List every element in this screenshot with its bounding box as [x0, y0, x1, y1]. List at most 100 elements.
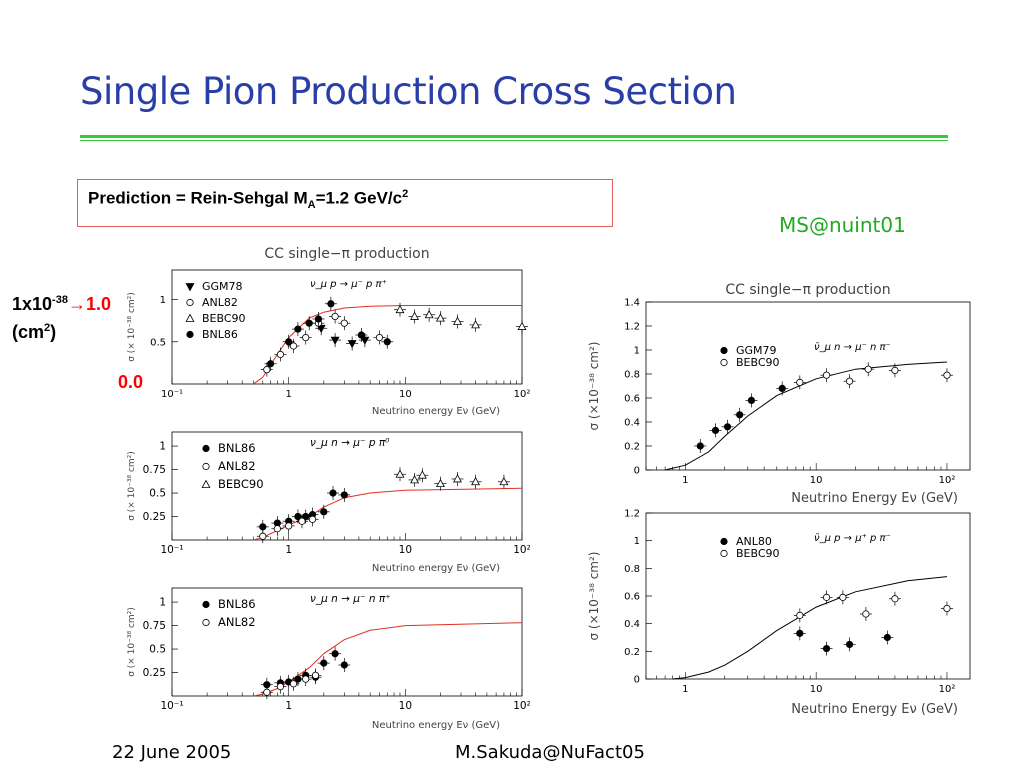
y-axis-label: σ (× 10⁻³⁸ cm²)	[127, 451, 137, 521]
y-tick-label: 1.2	[624, 509, 640, 520]
x-tick-label: 10⁻¹	[161, 389, 183, 400]
reaction-label: ν_μ p → μ⁻ p π⁺	[310, 279, 387, 290]
y-tick-label: 0.6	[624, 592, 640, 603]
chart-nubar-n-npi-minus: CC single−π production 0 0.2 0.4 0.6 0.8 1 1.2 1…	[587, 282, 971, 506]
marker-open-circle	[202, 618, 210, 627]
legend-label: ANL82	[218, 459, 256, 473]
marker-filled-triangle-down	[347, 340, 357, 349]
x-tick-label: 1	[682, 475, 688, 486]
chart-nu-n-npi-plus: 0.25 0.5 0.75 1 10⁻¹ 1 10 10² Neutrino energy Eν…	[127, 587, 530, 731]
marker-filled-circle	[331, 650, 339, 658]
y-tick-label: 1.4	[624, 298, 640, 309]
footer-date: 22 June 2005	[112, 742, 232, 763]
marker-filled-circle	[202, 444, 210, 453]
marker-filled-circle	[357, 331, 365, 339]
footer-author: M.Sakuda@NuFact05	[455, 742, 645, 763]
title-underline	[80, 135, 948, 138]
reaction-label: ν_μ n → μ⁻ n π⁺	[310, 593, 391, 605]
y-tick-label: 0.2	[624, 647, 640, 658]
marker-open-triangle	[185, 313, 195, 322]
legend-label: BNL86	[202, 328, 238, 341]
chart-nubar-p-ppi-minus: 0 0.2 0.4 0.6 0.8 1 1.2 1 10 10² Neutrino Energy E…	[587, 509, 971, 717]
marker-open-circle	[822, 371, 831, 379]
scale-value: 1.0	[85, 294, 111, 314]
marker-filled-circle	[320, 659, 328, 667]
marker-open-circle	[796, 611, 804, 619]
marker-filled-circle	[711, 426, 720, 434]
slide-title: Single Pion Production Cross Section	[80, 70, 737, 113]
marker-open-circle	[862, 610, 870, 618]
chart-nu-p-ppi-plus: CC single−π production 0.5 1 10⁻¹ 1 10 10² Neut…	[127, 246, 530, 417]
reaction-label: ν̄_μ p → μ⁺ p π⁻	[814, 533, 891, 544]
x-tick-label: 10	[399, 544, 412, 556]
marker-filled-circle	[285, 338, 293, 346]
prediction-sup: 2	[402, 188, 409, 200]
marker-filled-circle	[329, 489, 337, 497]
reaction-label: ν_μ n → μ⁻ p π⁰	[310, 437, 390, 449]
y-tick-label: 1	[634, 536, 640, 547]
marker-open-triangle	[453, 474, 462, 483]
y-tick-label: 0.4	[624, 619, 640, 630]
x-tick-label: 10⁻¹	[160, 700, 183, 712]
marker-filled-circle	[314, 315, 323, 323]
y-axis-label: σ (× 10⁻³⁸ cm²)	[127, 292, 137, 362]
marker-open-triangle	[471, 476, 481, 486]
chart-nu-n-ppi0: 0.25 0.5 0.75 1 10⁻¹ 1 10 10² Neutrino energy Eν…	[127, 431, 530, 574]
legend-label: BNL86	[218, 597, 256, 611]
y-tick-label: 0.25	[143, 667, 166, 679]
x-axis-label: Neutrino energy Eν (GeV)	[372, 406, 500, 417]
marker-filled-circle	[340, 491, 348, 499]
prediction-sub: A	[307, 199, 316, 212]
x-tick-label: 10²	[939, 475, 956, 486]
x-tick-label: 1	[682, 684, 688, 695]
y-tick-label: 0.8	[624, 370, 640, 381]
marker-open-circle	[720, 549, 728, 558]
marker-open-circle	[273, 525, 281, 533]
x-tick-label: 10	[810, 684, 823, 695]
y-tick-label: 1	[634, 346, 640, 357]
marker-filled-circle	[723, 423, 732, 431]
legend-label: ANL80	[736, 535, 772, 548]
scale-unit-open: (cm	[12, 322, 45, 342]
marker-open-circle	[796, 378, 804, 387]
credit-label: MS@nuint01	[779, 213, 906, 237]
marker-open-triangle	[517, 321, 527, 330]
legend-label: GGM78	[202, 280, 243, 293]
scale-exp: -38	[52, 294, 68, 306]
marker-filled-circle	[186, 330, 194, 339]
y-tick-label: 0.4	[624, 418, 640, 429]
x-tick-label: 10	[399, 700, 412, 712]
prediction-mid: =1.2 GeV/c	[315, 188, 403, 208]
plot-frame	[171, 431, 523, 541]
marker-filled-circle	[202, 600, 210, 609]
marker-open-circle	[263, 366, 271, 374]
scale-annotation: 1x10-38→1.0 (cm2)	[12, 288, 111, 344]
marker-open-triangle	[435, 313, 445, 322]
marker-filled-circle	[305, 319, 313, 327]
marker-open-circle	[891, 366, 899, 375]
marker-filled-circle	[778, 384, 786, 393]
marker-open-circle	[259, 532, 267, 540]
marker-open-triangle	[410, 475, 420, 484]
marker-open-circle	[720, 358, 728, 367]
marker-open-triangle	[395, 469, 405, 478]
y-tick-label: 0.6	[624, 394, 640, 405]
legend-label: ANL82	[202, 296, 238, 309]
marker-filled-circle	[327, 300, 335, 308]
marker-open-circle	[276, 350, 285, 359]
marker-open-circle	[375, 333, 384, 342]
y-tick-label: 0.5	[149, 488, 166, 500]
marker-open-circle	[845, 377, 854, 385]
chart-title: CC single−π production	[725, 282, 890, 298]
x-tick-label: 10	[810, 475, 823, 486]
marker-open-triangle	[435, 478, 445, 488]
plot-frame	[645, 301, 971, 471]
x-tick-label: 1	[285, 544, 292, 556]
x-tick-label: 1	[285, 389, 291, 400]
y-tick-label: 1	[160, 295, 166, 306]
x-axis-label: Neutrino Energy Eν (GeV)	[791, 491, 958, 506]
y-tick-label: 0.8	[624, 564, 640, 575]
marker-filled-circle	[383, 338, 391, 346]
x-tick-label: 10²	[514, 389, 530, 400]
marker-open-circle	[943, 604, 951, 613]
